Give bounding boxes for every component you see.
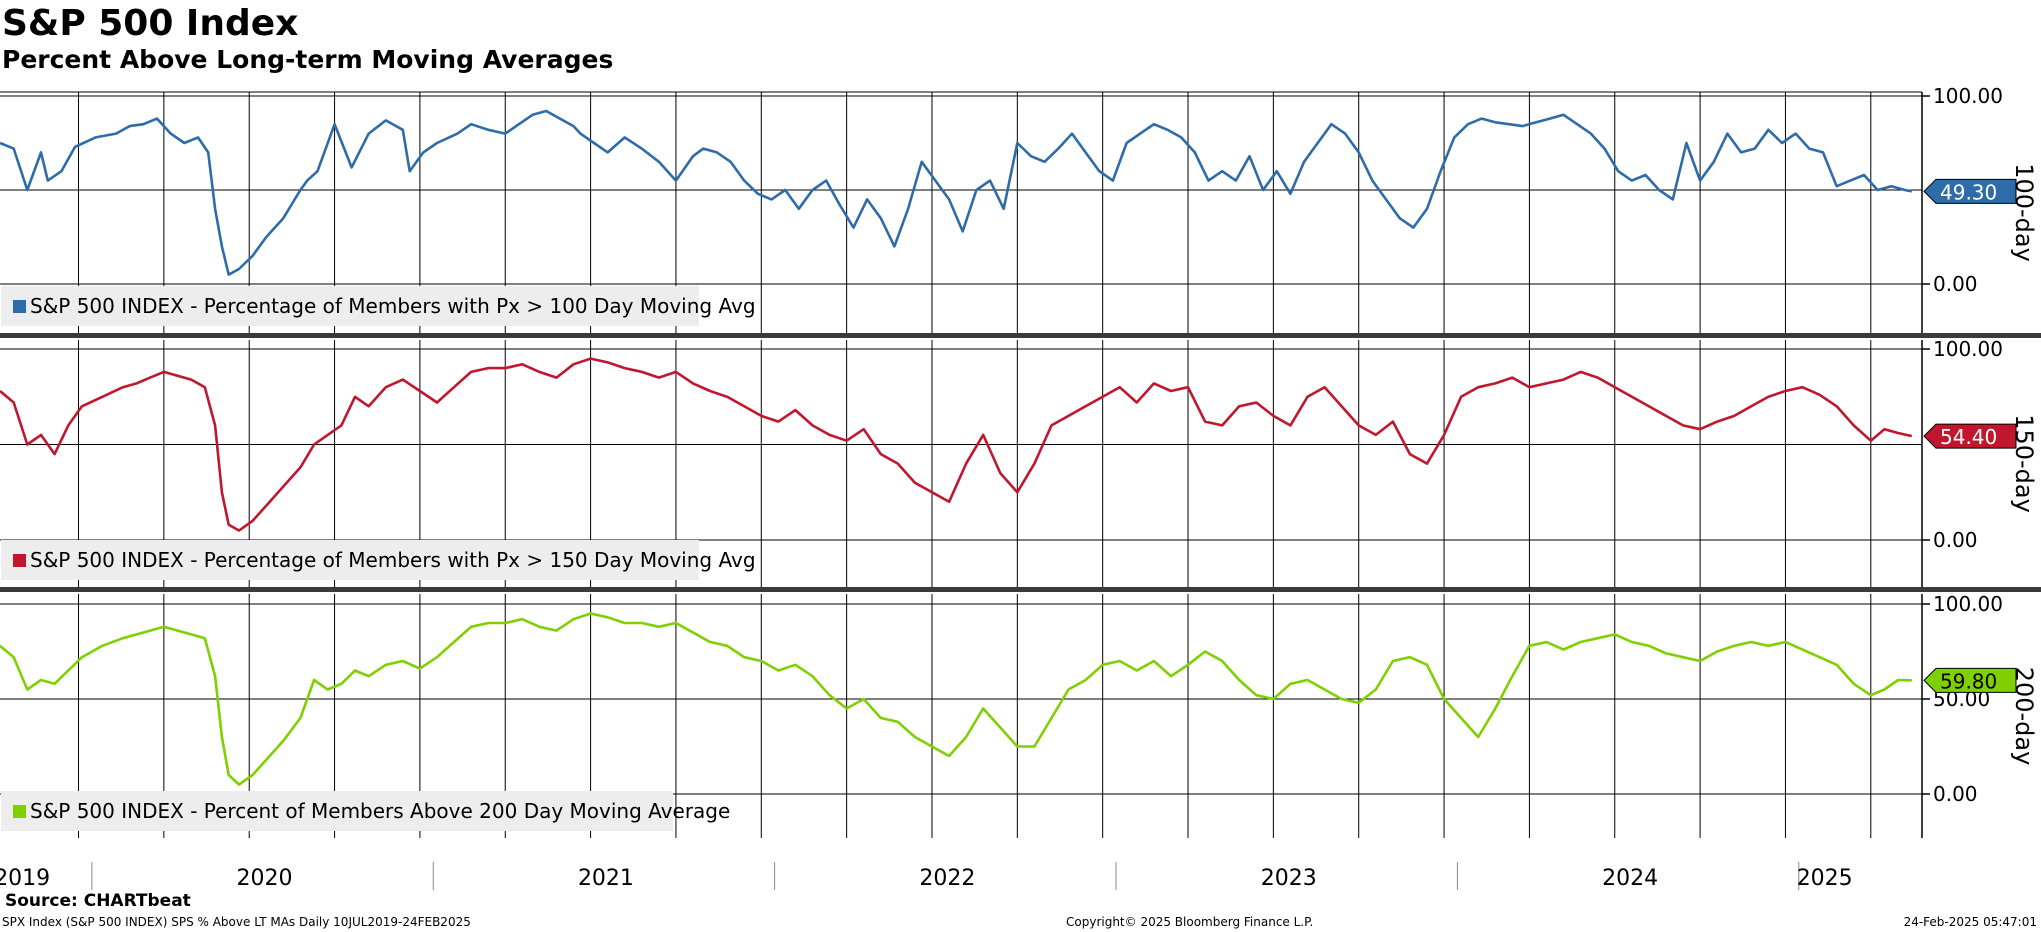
y-tick-label: 0.00: [1933, 782, 1978, 806]
last-value-badge: [1923, 667, 2017, 693]
panel-separator: [0, 587, 2041, 592]
footer-timestamp: 24-Feb-2025 05:47:01: [1903, 915, 2037, 929]
x-axis: 2019 2020 2021 2022 2023 2024 2025: [0, 862, 1853, 891]
legend-box: [1, 286, 699, 326]
y-tick-label: 100.00: [1933, 337, 2003, 361]
legend-swatch: [13, 300, 26, 313]
legend-label: S&P 500 INDEX - Percentage of Members wi…: [30, 548, 756, 572]
panel-separator: [0, 333, 2041, 338]
legend-swatch: [13, 554, 26, 567]
legend-swatch: [13, 805, 26, 818]
y-tick-label: 100.00: [1933, 84, 2003, 108]
chart-title: S&P 500 Index: [2, 3, 299, 44]
last-value-badge: [1923, 178, 2017, 204]
footer-ticker-info: SPX Index (S&P 500 INDEX) SPS % Above LT…: [2, 915, 471, 929]
x-tick-label: 2021: [578, 866, 634, 891]
chart-subtitle: Percent Above Long-term Moving Averages: [2, 45, 614, 74]
legend-label: S&P 500 INDEX - Percent of Members Above…: [30, 799, 730, 823]
legend-label: S&P 500 INDEX - Percentage of Members wi…: [30, 294, 756, 318]
legend-box: [1, 540, 699, 580]
x-tick-label: 2019: [0, 866, 50, 891]
y-tick-label: 100.00: [1933, 592, 2003, 616]
x-tick-label: 2024: [1602, 866, 1658, 891]
panel-100-day: 0.00 100.00 49.30 100-day S&P 500 INDEX - Pe…: [0, 84, 2041, 338]
legend-box: [1, 791, 673, 831]
x-tick-label: 2025: [1797, 866, 1853, 891]
source-label: Source: CHARTbeat: [5, 891, 191, 911]
last-value-label: 54.40: [1940, 425, 1997, 449]
last-value-label: 59.80: [1940, 669, 1997, 693]
panel-label: 150-day: [2010, 414, 2038, 513]
series-line-150-day: [0, 357, 1913, 532]
last-value-badge: [1923, 423, 2017, 449]
series-line-100-day: [0, 109, 1913, 276]
panel-label: 100-day: [2010, 163, 2038, 262]
y-tick-label: 0.00: [1933, 272, 1978, 296]
panel-150-day: 0.00 100.00 54.40 150-day S&P 500 INDEX - Pe…: [0, 337, 2041, 592]
footer-copyright: Copyright© 2025 Bloomberg Finance L.P.: [1066, 915, 1314, 929]
y-tick-label: 0.00: [1933, 528, 1978, 552]
x-tick-label: 2023: [1261, 866, 1317, 891]
x-tick-label: 2020: [237, 866, 293, 891]
panel-label: 200-day: [2010, 667, 2038, 766]
x-tick-label: 2022: [919, 866, 975, 891]
series-line-200-day: [0, 612, 1912, 786]
last-value-label: 49.30: [1940, 180, 1997, 204]
